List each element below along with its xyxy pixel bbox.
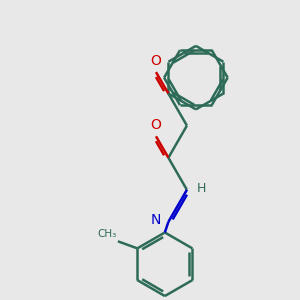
- Text: H: H: [197, 182, 206, 194]
- Text: O: O: [151, 54, 161, 68]
- Text: CH₃: CH₃: [97, 229, 116, 239]
- Text: N: N: [150, 213, 161, 227]
- Text: O: O: [151, 118, 161, 132]
